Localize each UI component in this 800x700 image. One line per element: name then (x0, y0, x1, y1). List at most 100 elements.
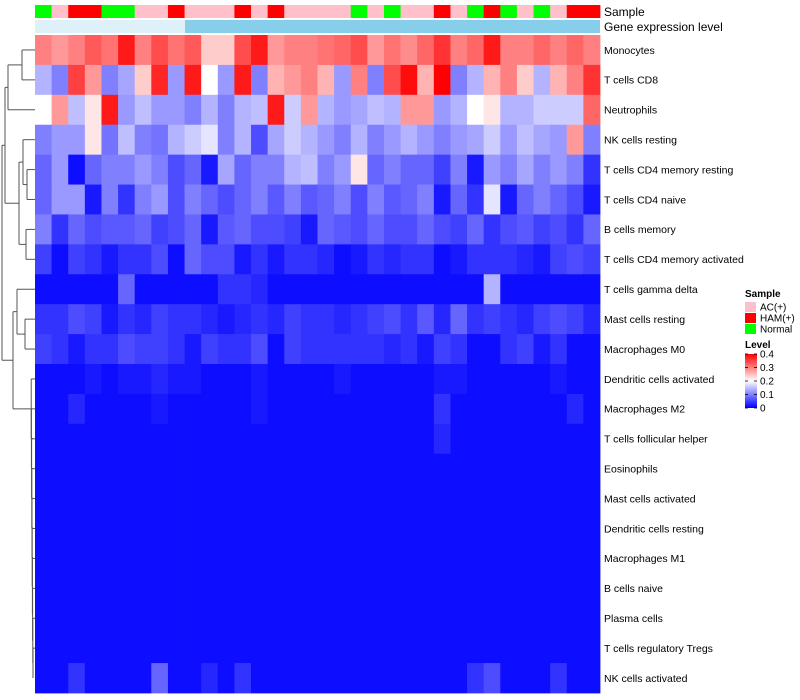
heatmap-cell (284, 64, 302, 96)
heatmap-cell (433, 603, 451, 634)
heatmap-cell (51, 633, 69, 664)
heatmap-cell (284, 214, 302, 245)
heatmap-cell (467, 274, 485, 305)
heatmap-cell (151, 543, 169, 574)
heatmap-cell (383, 633, 401, 664)
heatmap-cell (500, 214, 518, 245)
heatmap-cell (234, 633, 252, 664)
heatmap-cell (483, 214, 501, 245)
heatmap-cell (367, 453, 385, 485)
heatmap-cell (234, 94, 252, 126)
heatmap-cell (68, 274, 86, 305)
heatmap-cell (184, 304, 202, 335)
heatmap-cell (151, 513, 169, 544)
heatmap-cell (267, 483, 285, 514)
heatmap-cell (467, 334, 485, 365)
heatmap-cell (234, 483, 252, 514)
heatmap-cell (433, 214, 451, 245)
heatmap-cell (450, 663, 468, 694)
heatmap-cell (367, 423, 385, 455)
level-tick-label: 0.4 (760, 350, 774, 361)
heatmap-cell (566, 483, 584, 514)
heatmap-cell (533, 364, 551, 395)
heatmap-cell (167, 603, 185, 634)
heatmap-cell (516, 244, 534, 275)
heatmap-cell (450, 154, 468, 185)
heatmap-cell (433, 244, 451, 275)
heatmap-cell (400, 483, 418, 514)
heatmap-cell (267, 274, 285, 305)
row-label: T cells CD8 (604, 75, 658, 87)
heatmap-cell (450, 304, 468, 335)
heatmap-cell (51, 543, 69, 574)
heatmap-cell (251, 184, 269, 215)
heatmap-cell (300, 364, 318, 395)
heatmap-cell (400, 304, 418, 335)
heatmap-cell (284, 423, 302, 455)
heatmap-cell (417, 603, 435, 634)
sample-annotation-cell (367, 5, 385, 18)
heatmap-cell (101, 423, 119, 455)
heatmap-cell (467, 64, 485, 96)
heatmap-cell (417, 393, 435, 425)
heatmap-cell (101, 124, 119, 156)
heatmap-cell (383, 64, 401, 96)
heatmap-cell (433, 513, 451, 544)
row-label: T cells CD4 memory activated (604, 254, 744, 266)
heatmap-cell (550, 543, 568, 574)
heatmap-cell (284, 304, 302, 335)
heatmap-cell (217, 393, 235, 425)
heatmap-cell (467, 124, 485, 156)
heatmap-cell (134, 184, 152, 215)
heatmap-cell (516, 483, 534, 514)
heatmap-cell (317, 364, 335, 395)
heatmap-cell (267, 154, 285, 185)
heatmap-cell (134, 393, 152, 425)
heatmap-cell (450, 184, 468, 215)
heatmap-cell (550, 603, 568, 634)
heatmap-cell (583, 334, 601, 365)
heatmap-cell (201, 304, 219, 335)
heatmap-cell (383, 94, 401, 126)
heatmap-cell (68, 154, 86, 185)
heatmap-cell (583, 603, 601, 634)
heatmap-cell (367, 603, 385, 634)
heatmap-cell (251, 393, 269, 425)
row-label: Mast cells resting (604, 314, 685, 326)
heatmap-cell (300, 663, 318, 694)
heatmap-cell (350, 453, 368, 485)
heatmap-cell (417, 304, 435, 335)
heatmap-cell (300, 274, 318, 305)
heatmap-cell (201, 603, 219, 634)
sample-legend-swatch (745, 313, 756, 323)
heatmap-cell (500, 94, 518, 126)
heatmap-cell (101, 483, 119, 514)
heatmap-cell (383, 364, 401, 395)
heatmap-cell (184, 244, 202, 275)
heatmap-cell (84, 94, 102, 126)
heatmap-cell (68, 633, 86, 664)
row-label: B cells naive (604, 583, 663, 595)
sample-annotation-cell (134, 5, 152, 18)
heatmap-cell (317, 94, 335, 126)
heatmap-cell (68, 214, 86, 245)
sample-legend-label: AC(+) (760, 303, 786, 314)
heatmap-cell (334, 304, 352, 335)
heatmap-cell (51, 124, 69, 156)
heatmap-cell (400, 364, 418, 395)
sample-annotation-cell (433, 5, 451, 18)
heatmap-cell (251, 513, 269, 544)
heatmap-cell (284, 603, 302, 634)
heatmap-cell (35, 334, 53, 365)
heatmap-cell (317, 244, 335, 275)
row-label: NK cells activated (604, 673, 688, 685)
heatmap-cell (84, 214, 102, 245)
heatmap-cell (483, 334, 501, 365)
heatmap-cell (417, 633, 435, 664)
heatmap-cell (467, 244, 485, 275)
heatmap-cell (267, 124, 285, 156)
heatmap-cell (400, 274, 418, 305)
heatmap-cell (284, 124, 302, 156)
heatmap-cell (184, 633, 202, 664)
heatmap-cell (217, 94, 235, 126)
